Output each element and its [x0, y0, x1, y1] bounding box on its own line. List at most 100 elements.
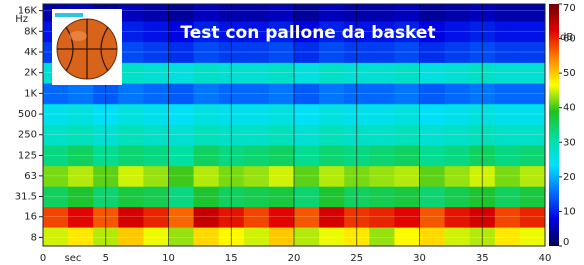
cell: [319, 166, 345, 187]
y-tick-label: 8K: [24, 26, 37, 37]
cell: [244, 83, 270, 104]
cell: [118, 124, 144, 145]
basketball-image: [52, 9, 122, 85]
y-tick-label: 8: [31, 232, 37, 243]
colorbar-tick-label: 40: [563, 103, 576, 114]
x-tick-label: 10: [162, 253, 175, 264]
page: {"chart_data": {"type": "spectrogram", "…: [0, 0, 584, 265]
cell: [118, 83, 144, 104]
cell: [420, 83, 446, 104]
cell: [143, 83, 169, 104]
cell: [319, 207, 345, 228]
x-tick-label: 0: [40, 253, 46, 264]
colorbar-tick-label: 20: [563, 172, 576, 183]
cell: [495, 207, 521, 228]
x-tick-label: 15: [225, 253, 238, 264]
cell: [118, 166, 144, 187]
y-tick-label: 1K: [24, 88, 37, 99]
cell: [319, 83, 345, 104]
cell: [169, 207, 195, 228]
cell: [394, 166, 420, 187]
cell: [445, 166, 471, 187]
cell: [43, 207, 69, 228]
cell: [68, 166, 94, 187]
cell: [319, 124, 345, 145]
cell: [68, 83, 94, 104]
cell: [369, 124, 395, 145]
colorbar-label: dB: [560, 32, 573, 43]
cell: [269, 83, 295, 104]
cell: [520, 83, 546, 104]
chart-title: Test con pallone da basket: [180, 23, 435, 43]
y-tick-label: 250: [18, 130, 37, 141]
image-bar: [55, 13, 83, 17]
x-axis-label: sec: [65, 253, 82, 264]
colorbar-tick-label: 10: [563, 206, 576, 217]
cell: [520, 207, 546, 228]
cell: [68, 124, 94, 145]
y-tick-label: 4K: [24, 47, 37, 58]
cell: [294, 124, 320, 145]
y-tick-label: 2K: [24, 68, 37, 79]
cell: [169, 83, 195, 104]
cell: [194, 207, 220, 228]
cell: [394, 83, 420, 104]
ball-shine: [69, 31, 87, 41]
cell: [43, 124, 69, 145]
cell: [244, 207, 270, 228]
cell: [445, 124, 471, 145]
y-tick-label: 500: [18, 109, 37, 120]
cell: [269, 124, 295, 145]
cell: [420, 124, 446, 145]
cell: [445, 207, 471, 228]
cell: [43, 83, 69, 104]
y-tick-label: 125: [18, 150, 37, 161]
cell: [169, 166, 195, 187]
cell: [169, 124, 195, 145]
cell: [394, 207, 420, 228]
cell: [420, 207, 446, 228]
colorbar: [549, 4, 559, 246]
cell: [43, 166, 69, 187]
colorbar-tick-label: 0: [563, 237, 569, 248]
cell: [143, 166, 169, 187]
x-tick-label: 40: [539, 253, 552, 264]
cell: [194, 166, 220, 187]
cell: [194, 124, 220, 145]
cell: [194, 83, 220, 104]
cell: [294, 207, 320, 228]
y-axis-label: Hz: [15, 14, 28, 25]
x-tick-label: 35: [476, 253, 489, 264]
cell: [68, 207, 94, 228]
cell: [269, 166, 295, 187]
colorbar-tick-label: 30: [563, 137, 576, 148]
cell: [520, 124, 546, 145]
cell: [420, 166, 446, 187]
cell: [369, 207, 395, 228]
cell: [495, 124, 521, 145]
y-tick-label: 31.5: [15, 192, 37, 203]
cell: [445, 83, 471, 104]
cell: [143, 124, 169, 145]
cell: [495, 166, 521, 187]
cell: [244, 124, 270, 145]
cell: [294, 83, 320, 104]
x-tick-label: 25: [350, 253, 363, 264]
colorbar-tick-label: 70: [563, 3, 576, 14]
cell: [520, 166, 546, 187]
ball-seams: [57, 19, 117, 79]
cell: [269, 207, 295, 228]
cell: [244, 166, 270, 187]
x-tick-label: 30: [413, 253, 426, 264]
chart: 051015202530354081631.5631252505001K2K4K…: [0, 0, 584, 265]
y-tick-label: 63: [24, 171, 37, 182]
colorbar-tick-label: 50: [563, 68, 576, 79]
cell: [495, 83, 521, 104]
cell: [118, 207, 144, 228]
x-tick-label: 20: [288, 253, 301, 264]
y-tick-label: 16: [24, 212, 37, 223]
cell: [143, 207, 169, 228]
x-tick-label: 5: [103, 253, 109, 264]
cell: [369, 166, 395, 187]
cell: [394, 124, 420, 145]
